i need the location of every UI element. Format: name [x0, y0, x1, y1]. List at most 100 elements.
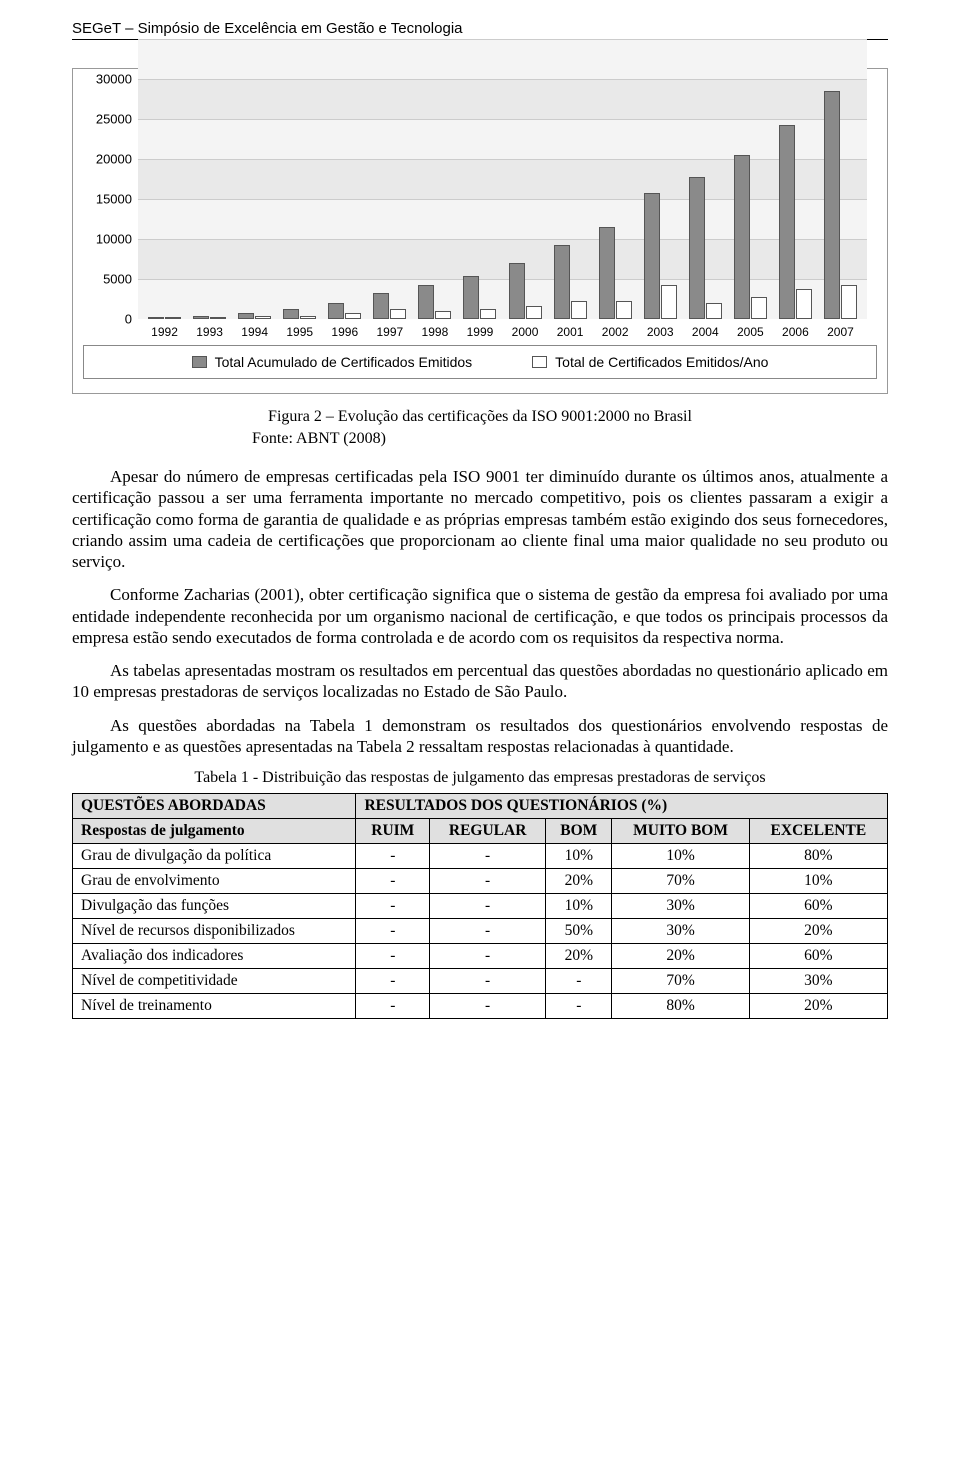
- chart-x-tick: 2000: [504, 325, 546, 339]
- table-cell: 10%: [749, 869, 887, 894]
- body-paragraph: As tabelas apresentadas mostram os resul…: [72, 660, 888, 703]
- bar-group: [414, 285, 456, 319]
- page-header: SEGeT – Simpósio de Excelência em Gestão…: [72, 20, 888, 37]
- chart-bars: [138, 79, 867, 319]
- table-cell: 10%: [546, 844, 612, 869]
- table1-col: BOM: [546, 819, 612, 844]
- chart-y-tick: 30000: [96, 72, 138, 87]
- chart-x-tick: 1997: [369, 325, 411, 339]
- table-row: Grau de divulgação da política--10%10%80…: [73, 844, 888, 869]
- table-cell: 50%: [546, 919, 612, 944]
- chart-y-tick: 15000: [96, 192, 138, 207]
- table-cell: 70%: [612, 869, 749, 894]
- chart-x-tick: 1996: [324, 325, 366, 339]
- chart-x-tick: 2001: [549, 325, 591, 339]
- table1-col: RUIM: [356, 819, 430, 844]
- table-row: Avaliação dos indicadores--20%20%60%: [73, 944, 888, 969]
- bar-per-year: [571, 301, 587, 319]
- bar-group: [144, 317, 186, 319]
- bar-accumulated: [328, 303, 344, 319]
- table1-header-right: RESULTADOS DOS QUESTIONÁRIOS (%): [356, 794, 888, 819]
- table-cell: -: [430, 969, 546, 994]
- table-cell: -: [430, 844, 546, 869]
- table-row: Divulgação das funções--10%30%60%: [73, 894, 888, 919]
- table-cell: -: [430, 994, 546, 1019]
- bar-per-year: [300, 316, 316, 319]
- bar-per-year: [841, 285, 857, 319]
- table-cell: 30%: [749, 969, 887, 994]
- bar-per-year: [345, 313, 361, 319]
- table1: QUESTÕES ABORDADAS RESULTADOS DOS QUESTI…: [72, 793, 888, 1019]
- chart-x-tick: 2004: [684, 325, 726, 339]
- bar-accumulated: [644, 193, 660, 319]
- table-row-label: Grau de divulgação da política: [73, 844, 356, 869]
- bar-per-year: [796, 289, 812, 319]
- table-cell: 30%: [612, 894, 749, 919]
- bar-accumulated: [509, 263, 525, 319]
- table-row-label: Nível de competitividade: [73, 969, 356, 994]
- table-row: Nível de treinamento---80%20%: [73, 994, 888, 1019]
- table-cell: -: [356, 894, 430, 919]
- table-cell: 10%: [546, 894, 612, 919]
- table-row: Nível de recursos disponibilizados--50%3…: [73, 919, 888, 944]
- table-cell: -: [430, 894, 546, 919]
- legend-label-a: Total Acumulado de Certificados Emitidos: [215, 354, 473, 370]
- table-row: Grau de envolvimento--20%70%10%: [73, 869, 888, 894]
- bar-group: [684, 177, 726, 319]
- bar-accumulated: [193, 316, 209, 319]
- bar-group: [774, 125, 816, 319]
- bar-group: [639, 193, 681, 319]
- chart-x-tick: 2005: [729, 325, 771, 339]
- bar-per-year: [165, 317, 181, 319]
- bar-per-year: [210, 317, 226, 319]
- table-cell: -: [430, 944, 546, 969]
- table-cell: 80%: [749, 844, 887, 869]
- table-cell: -: [430, 919, 546, 944]
- bar-accumulated: [734, 155, 750, 319]
- table1-col: EXCELENTE: [749, 819, 887, 844]
- bar-accumulated: [689, 177, 705, 319]
- table1-col: REGULAR: [430, 819, 546, 844]
- table-cell: 30%: [612, 919, 749, 944]
- figure-source: Fonte: ABNT (2008): [252, 430, 888, 448]
- chart-legend: Total Acumulado de Certificados Emitidos…: [83, 345, 877, 379]
- chart-plot-area: 050001000015000200002500030000 199219931…: [138, 79, 867, 339]
- table-cell: 70%: [612, 969, 749, 994]
- bar-accumulated: [148, 317, 164, 319]
- bar-accumulated: [779, 125, 795, 319]
- bar-group: [819, 91, 861, 319]
- chart-y-tick: 0: [125, 312, 138, 327]
- bar-accumulated: [418, 285, 434, 319]
- legend-swatch-b: [532, 356, 547, 368]
- bar-accumulated: [373, 293, 389, 319]
- table-row-label: Grau de envolvimento: [73, 869, 356, 894]
- table-row-label: Nível de recursos disponibilizados: [73, 919, 356, 944]
- table-cell: 20%: [546, 869, 612, 894]
- table-row-label: Avaliação dos indicadores: [73, 944, 356, 969]
- bar-per-year: [480, 309, 496, 319]
- bar-per-year: [661, 285, 677, 319]
- certifications-chart: 050001000015000200002500030000 199219931…: [72, 68, 888, 394]
- chart-x-tick: 1993: [189, 325, 231, 339]
- table-cell: -: [356, 869, 430, 894]
- table-cell: -: [356, 994, 430, 1019]
- bar-per-year: [751, 297, 767, 319]
- chart-x-labels: 1992199319941995199619971998199920002001…: [138, 325, 867, 339]
- body-paragraph: As questões abordadas na Tabela 1 demons…: [72, 715, 888, 758]
- table-cell: -: [356, 944, 430, 969]
- bar-group: [189, 316, 231, 319]
- table-cell: 20%: [612, 944, 749, 969]
- chart-x-tick: 1994: [234, 325, 276, 339]
- legend-label-b: Total de Certificados Emitidos/Ano: [555, 354, 768, 370]
- bar-group: [549, 245, 591, 319]
- bar-per-year: [526, 306, 542, 319]
- table-row-label: Nível de treinamento: [73, 994, 356, 1019]
- chart-x-tick: 1992: [144, 325, 186, 339]
- table-cell: -: [546, 969, 612, 994]
- table-cell: -: [356, 844, 430, 869]
- table-cell: 60%: [749, 944, 887, 969]
- table-cell: 80%: [612, 994, 749, 1019]
- table1-col: MUITO BOM: [612, 819, 749, 844]
- bar-group: [324, 303, 366, 319]
- bar-per-year: [390, 309, 406, 319]
